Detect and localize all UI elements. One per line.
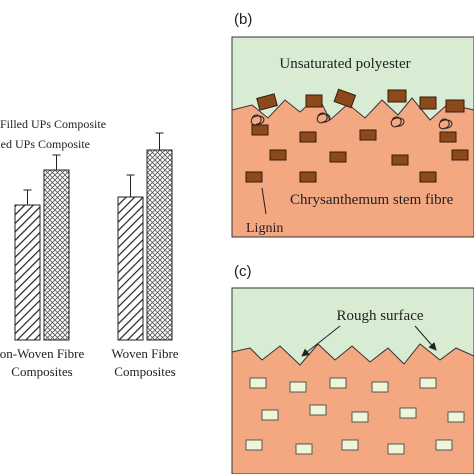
error-bar: [126, 174, 135, 197]
arrow: [301, 325, 341, 357]
lignin-blocks: [245, 88, 469, 183]
matrix-label: Unsaturated polyester: [279, 56, 410, 72]
panel-label: (b): [234, 11, 252, 28]
lignin-label: Lignin: [246, 221, 283, 236]
category-text: Woven Fibre Composites: [111, 346, 179, 379]
error-bar: [52, 154, 61, 170]
panel-label: (c): [234, 263, 252, 280]
bar: [14, 204, 41, 341]
bar-chart: Filled UPs Composite lled UPs Composite on…: [0, 117, 179, 379]
bar: [43, 169, 70, 341]
legend-label: Filled UPs Composite: [0, 117, 106, 131]
error-bar: [23, 189, 32, 205]
fibre-region: [231, 95, 474, 238]
legend-label: lled UPs Composite: [0, 137, 90, 151]
category-text: on-Woven Fibre Composites: [0, 346, 85, 379]
bar: [146, 149, 173, 341]
error-bar: [155, 132, 164, 150]
leader: [261, 187, 267, 215]
fibre-region: [231, 343, 474, 474]
voids: [245, 377, 465, 455]
arrow: [414, 325, 437, 351]
fibre-coils: [250, 112, 453, 130]
x-tick-label: on-Woven Fibre Composites: [0, 346, 85, 379]
bar: [117, 196, 144, 341]
x-tick-label: Woven Fibre Composites: [111, 346, 179, 379]
surface-label: Rough surface: [336, 308, 423, 324]
fibre-label: Chrysanthemum stem fibre: [290, 192, 454, 208]
